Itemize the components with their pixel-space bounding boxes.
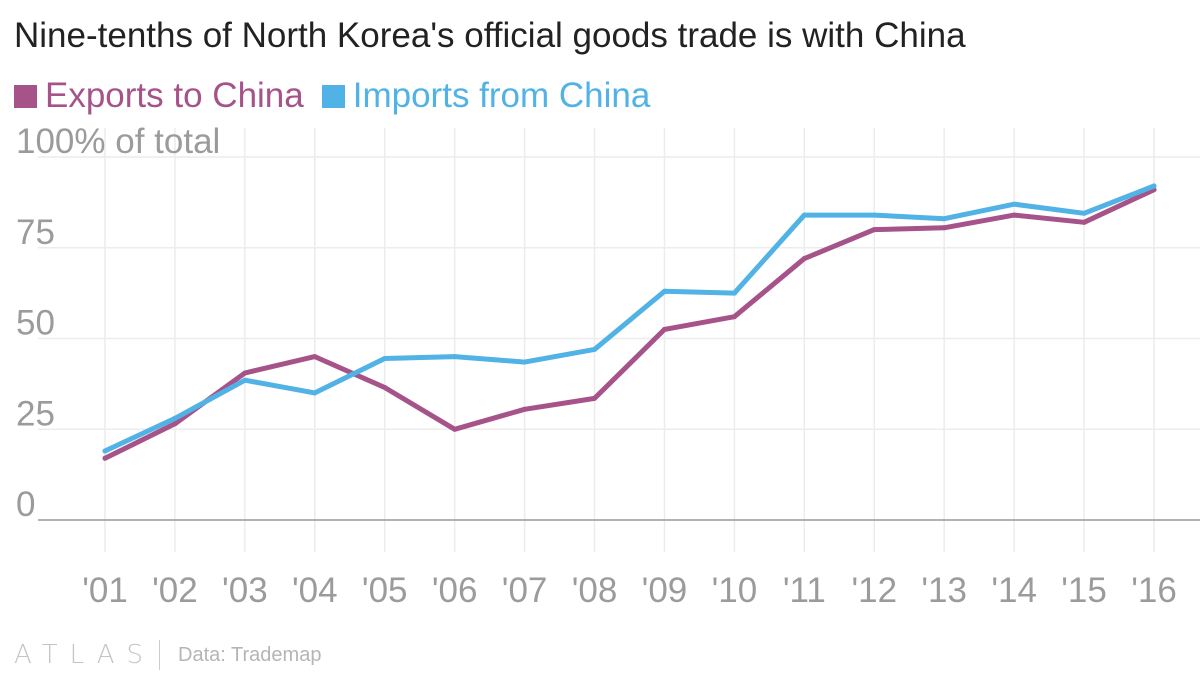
data-point-exports	[452, 426, 458, 432]
data-point-exports	[102, 455, 108, 461]
legend-swatch-imports	[321, 84, 345, 108]
x-tick-label: '08	[572, 571, 618, 610]
data-point-imports	[242, 377, 248, 383]
data-point-imports	[382, 355, 388, 361]
data-source: Data: Trademap	[178, 643, 322, 666]
data-point-exports	[661, 326, 667, 332]
y-tick-label: 25	[16, 394, 55, 433]
data-point-imports	[871, 212, 877, 218]
data-point-exports	[731, 314, 737, 320]
x-tick-label: '04	[292, 571, 338, 610]
x-tick-label: '10	[712, 571, 758, 610]
chart-footer: ATLAS Data: Trademap	[14, 640, 321, 670]
data-point-imports	[1011, 201, 1017, 207]
data-point-imports	[801, 212, 807, 218]
series-line-imports	[102, 183, 1157, 454]
data-point-imports	[941, 216, 947, 222]
x-tick-label: '06	[432, 571, 478, 610]
x-tick-label: '09	[642, 571, 688, 610]
legend-label-exports: Exports to China	[45, 76, 304, 115]
data-point-exports	[592, 395, 598, 401]
data-point-imports	[522, 359, 528, 365]
legend-item-imports: Imports from China	[321, 76, 651, 116]
data-point-exports	[382, 385, 388, 391]
data-point-imports	[731, 290, 737, 296]
legend-swatch-exports	[14, 84, 37, 108]
data-point-imports	[172, 415, 178, 421]
y-tick-label: 75	[16, 213, 55, 252]
legend-item-exports: Exports to China	[14, 76, 304, 116]
data-point-exports	[801, 256, 807, 262]
x-tick-label: '13	[921, 571, 967, 610]
series-line-exports	[102, 187, 1157, 461]
x-tick-label: '07	[502, 571, 548, 610]
x-tick-label: '03	[222, 571, 268, 610]
x-tick-label: '14	[991, 571, 1037, 610]
x-tick-label: '01	[82, 571, 128, 610]
x-tick-label: '12	[851, 571, 897, 610]
data-point-imports	[1151, 183, 1157, 189]
x-tick-label: '02	[152, 571, 198, 610]
data-point-exports	[1081, 219, 1087, 225]
x-tick-label: '16	[1131, 571, 1177, 610]
data-point-imports	[661, 288, 667, 294]
y-tick-label: 50	[16, 304, 55, 343]
x-tick-label: '05	[362, 571, 408, 610]
x-tick-label: '11	[783, 571, 826, 610]
y-tick-label: 100% of total	[16, 122, 220, 161]
data-point-exports	[871, 227, 877, 233]
y-tick-label: 0	[16, 485, 35, 524]
data-point-exports	[1011, 212, 1017, 218]
data-point-imports	[1081, 210, 1087, 216]
footer-divider	[159, 640, 161, 670]
chart-title: Nine-tenths of North Korea's official go…	[14, 16, 966, 55]
data-point-exports	[172, 421, 178, 427]
data-point-imports	[312, 390, 318, 396]
x-tick-label: '15	[1061, 571, 1107, 610]
chart-legend: Exports to China Imports from China	[14, 76, 668, 116]
atlas-logo: ATLAS	[14, 640, 156, 670]
data-point-exports	[242, 370, 248, 376]
legend-label-imports: Imports from China	[352, 76, 651, 115]
data-point-exports	[312, 354, 318, 360]
data-point-exports	[941, 225, 947, 231]
data-point-exports	[522, 406, 528, 412]
data-point-imports	[592, 346, 598, 352]
data-point-imports	[452, 354, 458, 360]
data-point-imports	[102, 448, 108, 454]
